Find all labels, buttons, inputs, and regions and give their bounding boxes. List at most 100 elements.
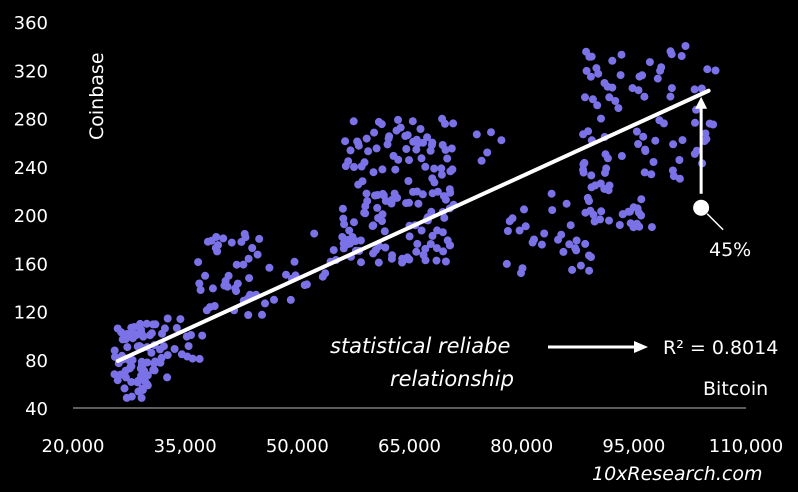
x-tick-label: 20,000 <box>42 436 105 457</box>
data-point <box>232 287 241 296</box>
data-point <box>374 117 383 126</box>
data-point <box>405 156 413 165</box>
data-point <box>348 233 357 241</box>
data-point <box>446 167 455 176</box>
data-point <box>346 239 355 248</box>
data-point <box>562 199 571 208</box>
data-point <box>502 259 511 268</box>
data-point <box>244 254 253 263</box>
data-point <box>559 247 568 256</box>
data-point <box>196 286 205 294</box>
data-points <box>110 42 720 402</box>
data-point <box>438 141 447 149</box>
data-point <box>517 269 525 278</box>
data-point <box>421 256 430 265</box>
data-point <box>142 319 151 328</box>
data-point <box>350 218 358 227</box>
data-point <box>634 140 643 148</box>
data-point <box>439 247 448 256</box>
data-point <box>477 156 486 165</box>
data-point <box>361 202 370 211</box>
data-point <box>585 197 593 205</box>
data-point <box>147 329 156 338</box>
data-point <box>602 164 611 173</box>
arrow-right-icon <box>548 341 648 353</box>
data-point <box>580 158 589 167</box>
data-point <box>421 162 430 171</box>
gap-percent-label: 45% <box>709 239 751 261</box>
data-point <box>265 263 274 272</box>
data-point <box>521 222 530 231</box>
data-point <box>711 66 720 75</box>
data-point <box>346 146 355 155</box>
data-point <box>405 198 413 207</box>
r-squared-label: R² = 0.8014 <box>663 337 778 359</box>
data-point <box>678 136 687 145</box>
data-point <box>387 254 396 263</box>
data-point <box>568 265 577 274</box>
data-point <box>128 356 137 365</box>
data-point <box>369 168 378 177</box>
data-point <box>390 189 399 198</box>
data-point <box>282 270 290 279</box>
data-point <box>383 140 392 149</box>
data-point <box>647 170 656 179</box>
data-point <box>194 258 203 267</box>
data-point <box>248 244 257 252</box>
x-tick-label: 50,000 <box>266 436 329 457</box>
data-point <box>163 351 172 360</box>
data-point <box>608 56 617 65</box>
data-point <box>430 164 439 173</box>
data-point <box>160 324 169 333</box>
data-point <box>385 132 394 141</box>
x-tick-label: 95,000 <box>602 436 665 457</box>
data-point <box>123 343 132 352</box>
data-point <box>413 239 422 248</box>
data-point <box>445 185 454 194</box>
data-point <box>605 216 613 225</box>
data-point <box>416 125 425 133</box>
data-point <box>126 362 135 371</box>
data-point <box>394 115 402 124</box>
data-point <box>515 226 524 235</box>
data-point <box>540 229 549 238</box>
data-point <box>137 361 146 370</box>
data-point <box>329 246 338 255</box>
data-point <box>357 162 366 171</box>
x-tick-label: 65,000 <box>378 436 441 457</box>
data-point <box>122 393 131 402</box>
data-point <box>579 168 588 177</box>
x-tick-label: 110,000 <box>709 436 783 457</box>
data-point <box>657 63 666 72</box>
data-point <box>645 58 654 67</box>
data-point <box>638 71 647 80</box>
data-point <box>483 148 492 157</box>
data-point <box>614 104 623 113</box>
data-point <box>387 199 396 208</box>
data-point <box>438 114 447 123</box>
data-point <box>183 352 192 361</box>
data-point <box>253 250 262 259</box>
data-point <box>641 147 650 156</box>
data-point <box>666 92 675 101</box>
data-point <box>565 240 574 249</box>
data-point <box>437 164 446 173</box>
x-tick-label: 35,000 <box>154 436 217 457</box>
data-point <box>709 120 718 129</box>
data-point <box>691 118 699 127</box>
data-point <box>437 170 446 179</box>
data-point <box>697 84 706 93</box>
arrowhead <box>695 96 708 109</box>
data-point <box>412 145 421 154</box>
data-point <box>371 191 379 200</box>
y-tick-label: 240 <box>14 158 48 179</box>
data-point <box>227 238 236 247</box>
data-point <box>557 230 566 239</box>
data-point <box>692 146 701 155</box>
data-point <box>232 260 241 269</box>
data-point <box>310 229 319 238</box>
data-point <box>423 133 432 142</box>
data-point <box>396 123 405 132</box>
data-point <box>584 127 593 136</box>
data-point <box>600 184 609 193</box>
